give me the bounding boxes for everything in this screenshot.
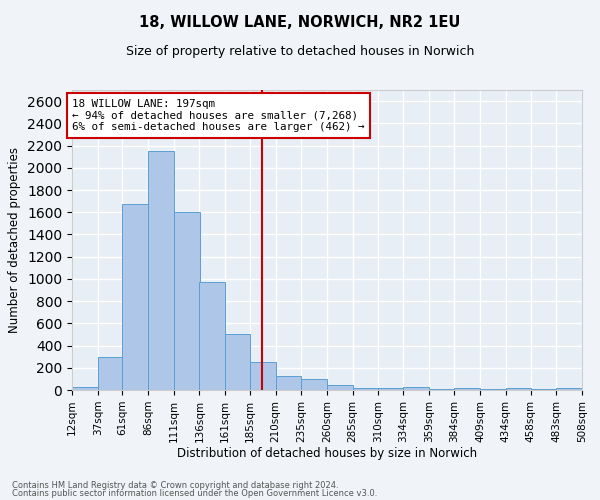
Bar — [148, 151, 174, 390]
X-axis label: Distribution of detached houses by size in Norwich: Distribution of detached houses by size … — [177, 448, 477, 460]
Bar — [250, 362, 275, 390]
Bar — [506, 388, 530, 390]
Bar — [403, 387, 429, 390]
Bar — [556, 388, 582, 390]
Bar — [72, 387, 98, 390]
Bar — [327, 385, 353, 390]
Bar — [122, 204, 148, 390]
Bar — [353, 388, 379, 390]
Y-axis label: Number of detached properties: Number of detached properties — [8, 147, 22, 333]
Bar — [455, 388, 480, 390]
Bar — [174, 212, 199, 390]
Bar — [301, 379, 327, 390]
Bar — [379, 388, 403, 390]
Text: 18, WILLOW LANE, NORWICH, NR2 1EU: 18, WILLOW LANE, NORWICH, NR2 1EU — [139, 15, 461, 30]
Text: Contains public sector information licensed under the Open Government Licence v3: Contains public sector information licen… — [12, 489, 377, 498]
Bar — [225, 334, 250, 390]
Text: 18 WILLOW LANE: 197sqm
← 94% of detached houses are smaller (7,268)
6% of semi-d: 18 WILLOW LANE: 197sqm ← 94% of detached… — [72, 99, 365, 132]
Bar — [275, 376, 301, 390]
Bar — [98, 356, 122, 390]
Text: Size of property relative to detached houses in Norwich: Size of property relative to detached ho… — [126, 45, 474, 58]
Bar — [199, 282, 225, 390]
Text: Contains HM Land Registry data © Crown copyright and database right 2024.: Contains HM Land Registry data © Crown c… — [12, 480, 338, 490]
